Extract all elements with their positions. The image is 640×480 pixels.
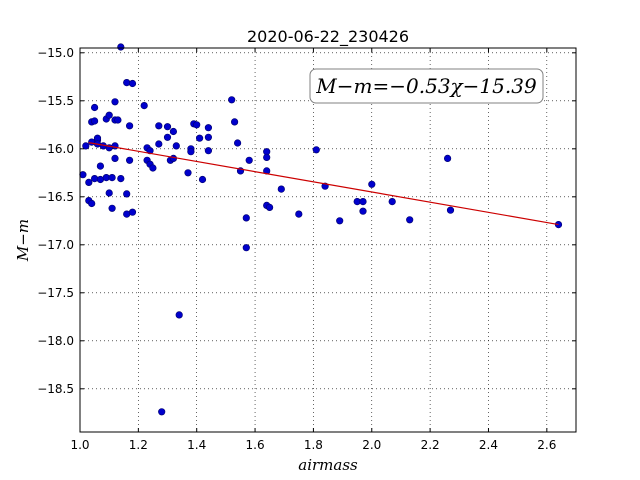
x-tick-label: 2.0 xyxy=(362,438,381,452)
data-point xyxy=(163,123,172,131)
data-point xyxy=(245,156,253,164)
data-point xyxy=(388,198,396,206)
data-point xyxy=(204,133,212,141)
x-axis: 1.0 1.2 1.4 1.6 1.8 2.0 2.2 2.4 2.6 xyxy=(70,48,556,452)
data-point xyxy=(128,79,137,88)
data-point xyxy=(359,207,367,215)
data-point xyxy=(231,118,239,126)
data-point xyxy=(88,199,96,208)
data-point xyxy=(111,154,119,162)
data-point xyxy=(128,208,137,216)
data-point xyxy=(193,121,201,129)
data-point xyxy=(123,78,131,87)
x-tick-label: 2.2 xyxy=(421,438,440,452)
y-axis-label: M−m xyxy=(14,219,32,262)
data-point xyxy=(111,98,119,106)
data-point xyxy=(108,204,116,212)
y-tick-label: −18.5 xyxy=(37,382,74,396)
data-point xyxy=(184,169,192,177)
data-point xyxy=(155,140,163,148)
data-point xyxy=(82,142,90,150)
data-point xyxy=(90,117,99,125)
data-point xyxy=(105,111,113,119)
data-point xyxy=(234,139,242,147)
data-point xyxy=(126,156,134,164)
y-tick-label: −15.0 xyxy=(37,46,74,60)
data-point xyxy=(554,221,563,229)
data-point xyxy=(123,190,131,198)
data-point xyxy=(406,216,414,224)
x-tick-label: 1.4 xyxy=(187,438,206,452)
data-point xyxy=(169,127,177,136)
data-point xyxy=(117,43,125,51)
chart-title: 2020-06-22_230426 xyxy=(247,27,409,47)
data-point xyxy=(263,153,271,161)
equation-frame xyxy=(309,68,544,104)
data-point xyxy=(198,175,207,184)
plot-area xyxy=(80,48,576,432)
data-point xyxy=(204,147,212,155)
plot-frame xyxy=(79,47,577,433)
data-point xyxy=(105,189,113,197)
data-points xyxy=(79,43,563,416)
data-point xyxy=(336,217,344,225)
data-point xyxy=(90,103,99,112)
x-tick-label: 1.2 xyxy=(129,438,148,452)
y-tick-label: −16.0 xyxy=(37,142,74,156)
data-point xyxy=(277,185,285,193)
data-point xyxy=(242,214,250,222)
x-tick-label: 1.6 xyxy=(246,438,265,452)
data-point xyxy=(114,116,122,124)
data-point xyxy=(96,175,104,184)
y-axis: −15.0 −15.5 −16.0 −16.5 −17.0 −17.5 −18.0 −18.5 xyxy=(37,46,576,396)
data-point xyxy=(158,408,166,416)
x-tick-label: 1.8 xyxy=(304,438,323,452)
data-point xyxy=(359,198,367,206)
y-tick-label: −15.5 xyxy=(37,94,74,108)
x-tick-label: 1.0 xyxy=(70,438,89,452)
data-point xyxy=(90,175,99,183)
data-point xyxy=(155,122,163,130)
y-tick-label: −17.5 xyxy=(37,286,74,300)
data-point xyxy=(242,244,250,252)
fit-equation-box: M−m=−0.53χ−15.39 xyxy=(309,68,544,104)
data-point xyxy=(368,180,376,188)
data-point xyxy=(96,162,104,170)
data-point xyxy=(228,96,236,104)
data-point xyxy=(312,146,320,154)
data-point xyxy=(117,175,125,183)
y-tick-label: −17.0 xyxy=(37,238,74,252)
data-point xyxy=(295,210,303,218)
data-point xyxy=(79,171,87,179)
data-point xyxy=(444,154,452,162)
y-tick-label: −18.0 xyxy=(37,334,74,348)
fit-equation: M−m=−0.53χ−15.39 xyxy=(315,74,537,98)
x-axis-label: airmass xyxy=(298,456,358,474)
fit-line xyxy=(88,142,559,226)
data-point xyxy=(163,133,172,141)
data-point xyxy=(126,122,134,130)
data-point xyxy=(108,174,116,182)
x-tick-label: 2.4 xyxy=(479,438,498,452)
data-point xyxy=(85,178,93,186)
data-point xyxy=(175,311,183,319)
data-point xyxy=(204,124,212,132)
data-point xyxy=(172,142,180,150)
data-point xyxy=(266,203,274,211)
x-tick-label: 2.6 xyxy=(537,438,556,452)
y-tick-label: −16.5 xyxy=(37,190,74,204)
data-point xyxy=(187,148,195,156)
data-point xyxy=(446,206,455,214)
data-point xyxy=(149,164,157,172)
data-point xyxy=(140,101,148,110)
data-point xyxy=(146,147,154,155)
data-point xyxy=(196,134,204,142)
